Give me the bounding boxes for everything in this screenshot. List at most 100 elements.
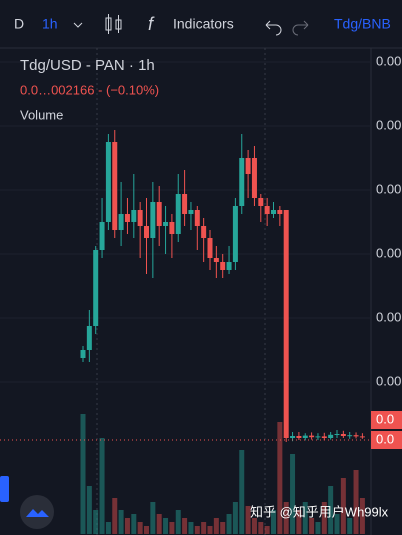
pair-selector[interactable]: Tdg/BNB: [334, 16, 391, 32]
volume-bar: [131, 514, 137, 534]
resolution[interactable]: D: [14, 16, 24, 32]
volume-bar: [321, 502, 327, 534]
candle-body: [334, 434, 340, 435]
candle-body: [309, 435, 315, 438]
volume-bar: [112, 498, 118, 534]
price-change: 0.0…002166 - (−0.10%): [20, 82, 159, 97]
volume-bar: [124, 518, 130, 534]
candle-body: [271, 210, 276, 214]
price-label: 0.0: [376, 411, 394, 426]
candle-body: [201, 226, 207, 238]
interval[interactable]: 1h: [42, 16, 58, 32]
volume-bar: [340, 478, 346, 534]
volume-bar: [213, 518, 219, 534]
volume-bar: [175, 510, 181, 534]
plot: [0, 61, 371, 534]
candle-body: [232, 206, 238, 262]
volume-bar: [201, 522, 207, 534]
candle-body: [169, 222, 175, 234]
chart-type-icon[interactable]: [105, 14, 122, 34]
volume-bar: [347, 518, 353, 534]
candle-body: [226, 262, 232, 270]
candle-body: [220, 262, 226, 270]
side-tab[interactable]: [0, 476, 9, 502]
candle-body: [188, 210, 194, 214]
logo-mark: [26, 509, 49, 517]
price-label: 0.0: [376, 431, 394, 446]
volume-bar: [251, 518, 257, 534]
volume-bar: [315, 522, 321, 534]
candle-body: [245, 158, 251, 174]
volume-bar: [188, 522, 194, 534]
candle-body: [277, 210, 283, 214]
candle-body: [359, 436, 365, 438]
volume-bar: [277, 422, 283, 534]
candle-body: [118, 214, 124, 230]
candle-body: [131, 210, 137, 222]
volume-bar: [80, 414, 86, 534]
volume-bar: [220, 522, 226, 534]
volume-bar: [93, 510, 99, 534]
candle-body: [251, 158, 257, 198]
candle-body: [105, 142, 111, 222]
fx-icon[interactable]: f: [148, 14, 155, 34]
volume-bar: [283, 502, 289, 534]
candle-body: [144, 226, 149, 238]
volume-bar: [296, 510, 302, 534]
toolbar: D 1h f Indicators Tdg/BNB: [14, 14, 391, 36]
y-tick-label: 0.00: [376, 245, 401, 260]
candle-body: [340, 434, 346, 436]
candle-body: [137, 210, 143, 226]
candle-body: [258, 198, 264, 206]
undo[interactable]: [265, 20, 282, 36]
price-label-box: [371, 411, 402, 429]
candle-body: [283, 210, 289, 438]
volume-bar: [169, 522, 175, 534]
candle-body: [86, 326, 92, 350]
candle-body: [290, 436, 296, 438]
candle-body: [264, 206, 270, 214]
candle-body: [239, 158, 245, 206]
candle-body: [93, 250, 99, 326]
volume-bar: [258, 522, 264, 534]
volume-bar: [163, 518, 169, 534]
chart-title: Tdg/USD - PAN · 1h: [20, 57, 155, 74]
volume-bar: [182, 518, 188, 534]
volume-bar: [118, 510, 124, 534]
y-tick-label: 0.00: [376, 117, 401, 132]
volume-bar: [226, 514, 232, 534]
volume-bar: [309, 518, 315, 534]
candle-body: [175, 194, 181, 234]
candle-body: [112, 142, 118, 230]
candle-body: [353, 435, 359, 437]
volume-bar: [290, 454, 296, 534]
volume-bar: [105, 522, 111, 534]
candle-body: [328, 434, 334, 438]
volume-bar: [194, 526, 200, 534]
y-tick-label: 0.00: [376, 181, 401, 196]
candle-body: [150, 202, 156, 238]
volume-bar: [232, 502, 238, 534]
volume-bar: [359, 498, 365, 534]
candle-body: [80, 350, 86, 358]
redo[interactable]: [292, 20, 309, 36]
volume-bar: [334, 514, 340, 534]
volume-bar: [137, 522, 143, 534]
volume-bar: [86, 486, 92, 534]
volume-bar: [239, 450, 245, 534]
indicators-button[interactable]: Indicators: [173, 16, 234, 32]
volume-label: Volume: [20, 107, 63, 122]
candle-body: [156, 202, 162, 226]
dropdown-caret[interactable]: [73, 22, 83, 28]
candle-body: [213, 258, 219, 262]
volume-bar: [144, 526, 149, 534]
logo[interactable]: [20, 495, 54, 529]
volume-bar: [150, 502, 156, 534]
volume-bar: [302, 502, 308, 534]
candle-body: [347, 435, 353, 437]
volume-bar: [245, 506, 251, 534]
volume-bar: [99, 438, 105, 534]
candle-body: [207, 238, 213, 258]
